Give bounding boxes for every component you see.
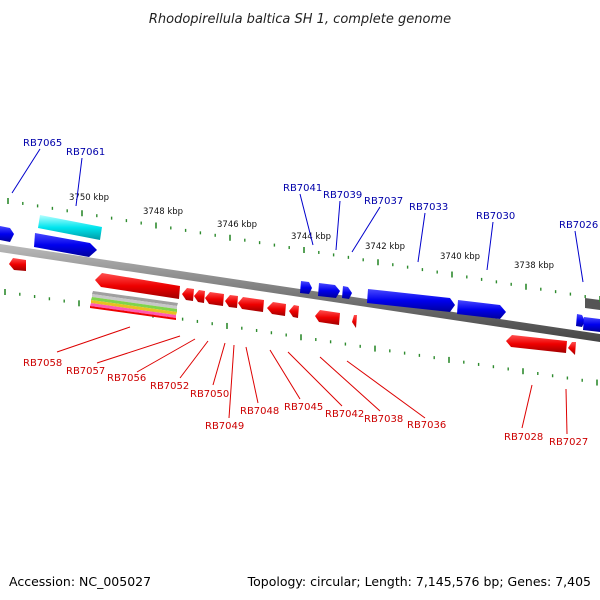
gene-feature-reverse[interactable] [568, 342, 576, 355]
reverse-strand [9, 258, 576, 355]
ruler-label: 3748 kbp [143, 207, 183, 217]
gene-label-reverse[interactable]: RB7058 [23, 358, 62, 369]
gene-feature-forward[interactable] [38, 215, 102, 240]
gene-feature-reverse[interactable] [9, 258, 26, 271]
gene-label-reverse[interactable]: RB7027 [549, 437, 588, 448]
gene-feature-reverse[interactable] [352, 315, 357, 328]
ruler-label: 3740 kbp [440, 252, 480, 262]
gene-label-reverse[interactable]: RB7057 [66, 366, 105, 377]
reverse-gene-labels: RB7058 RB7057 RB7056 RB7052 RB7050 RB704… [23, 326, 588, 448]
forward-gene-labels: RB7065 RB7061 RB7041 RB7039 RB7037 RB703… [11, 138, 598, 283]
gene-feature-forward[interactable] [576, 314, 585, 327]
accession-text: Accession: NC_005027 [9, 574, 151, 589]
gene-feature-reverse[interactable] [182, 288, 194, 301]
gene-label-forward[interactable]: RB7065 [23, 138, 62, 149]
gene-label-reverse[interactable]: RB7052 [150, 381, 189, 392]
gene-feature-reverse[interactable] [506, 335, 567, 353]
gene-label-reverse[interactable]: RB7036 [407, 420, 446, 431]
ruler-label: 3746 kbp [217, 220, 257, 230]
gene-feature-forward[interactable] [34, 233, 97, 257]
gene-feature-forward[interactable] [367, 289, 455, 312]
multi-feature-stack[interactable] [90, 291, 178, 320]
gene-feature-reverse[interactable] [289, 305, 299, 318]
gene-label-reverse[interactable]: RB7028 [504, 432, 543, 443]
genome-summary-text: Topology: circular; Length: 7,145,576 bp… [247, 574, 591, 589]
gene-label-reverse[interactable]: RB7042 [325, 409, 364, 420]
map-title: Rhodopirellula baltica SH 1, complete ge… [149, 12, 451, 27]
ruler-label: 3750 kbp [69, 193, 109, 203]
gene-feature-forward[interactable] [318, 283, 340, 298]
gene-feature-reverse[interactable] [225, 295, 238, 308]
gene-feature-forward[interactable] [0, 226, 14, 242]
gene-feature-reverse[interactable] [95, 273, 180, 299]
gene-feature-reverse[interactable] [267, 302, 286, 316]
gene-feature-forward[interactable] [583, 317, 600, 332]
gene-label-reverse[interactable]: RB7045 [284, 402, 323, 413]
gene-label-reverse[interactable]: RB7050 [190, 389, 229, 400]
gene-label-reverse[interactable]: RB7049 [205, 421, 244, 432]
gene-feature-forward[interactable] [457, 300, 506, 319]
gene-label-reverse[interactable]: RB7048 [240, 406, 279, 417]
gene-label-forward[interactable]: RB7039 [323, 190, 362, 201]
ruler-ticks-upper [7, 198, 600, 302]
gene-label-forward[interactable]: RB7026 [559, 220, 598, 231]
gene-label-forward[interactable]: RB7030 [476, 211, 515, 222]
gene-feature-forward[interactable] [300, 281, 312, 294]
backbone-end-segment [585, 298, 600, 310]
gene-feature-reverse[interactable] [205, 292, 224, 306]
ruler-label: 3738 kbp [514, 261, 554, 271]
ruler-label: 3742 kbp [365, 242, 405, 252]
gene-label-reverse[interactable]: RB7056 [107, 373, 146, 384]
gene-label-reverse[interactable]: RB7038 [364, 414, 403, 425]
gene-label-forward[interactable]: RB7041 [283, 183, 322, 194]
forward-strand [0, 215, 600, 332]
gene-feature-forward[interactable] [342, 286, 352, 299]
gene-label-forward[interactable]: RB7033 [409, 202, 448, 213]
gene-feature-reverse[interactable] [194, 290, 205, 303]
gene-feature-reverse[interactable] [315, 310, 340, 325]
gene-feature-reverse[interactable] [238, 297, 264, 312]
gene-label-forward[interactable]: RB7037 [364, 196, 403, 207]
gene-label-forward[interactable]: RB7061 [66, 147, 105, 158]
